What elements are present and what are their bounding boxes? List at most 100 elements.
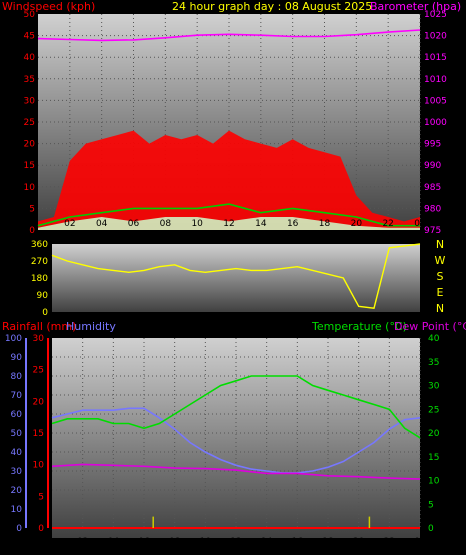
humidity-tick-label: 60 xyxy=(11,410,23,420)
rainfall-tick-label: 10 xyxy=(33,461,45,471)
barometer-tick-label: 1000 xyxy=(424,118,447,128)
direction-tick-label: 90 xyxy=(37,291,49,301)
rainfall-tick-label: 5 xyxy=(38,492,44,502)
temperature-tick-label: 35 xyxy=(428,358,439,368)
barometer-tick-label: 995 xyxy=(424,140,441,150)
barometer-tick-label: 990 xyxy=(424,161,441,171)
temperature-label: Temperature (°C) xyxy=(311,320,407,333)
gust_line-series xyxy=(37,203,420,227)
wind-x-tick-label: 06 xyxy=(128,219,140,229)
humidity-tick-label: 70 xyxy=(11,391,23,401)
compass-label: N xyxy=(436,238,444,251)
rain-x-tick-label: 02 xyxy=(77,537,88,547)
direction-tick-label: 270 xyxy=(31,257,48,267)
windspeed-tick-label: 40 xyxy=(24,53,36,63)
humidity-tick-label: 50 xyxy=(11,429,23,439)
wind-x-tick-label: 00 xyxy=(414,219,426,229)
temperature-tick-label: 0 xyxy=(428,524,434,534)
windspeed-tick-label: 35 xyxy=(24,75,35,85)
humidity-tick-label: 30 xyxy=(11,467,23,477)
wind-x-tick-label: 04 xyxy=(96,219,108,229)
rainfall-label: Rainfall (mm) xyxy=(2,320,76,333)
barometer-tick-label: 980 xyxy=(424,204,441,214)
windspeed-tick-label: 20 xyxy=(24,140,36,150)
temperature-tick-label: 20 xyxy=(428,429,440,439)
barometer-tick-label: 985 xyxy=(424,183,441,193)
direction-tick-label: 180 xyxy=(31,274,48,284)
rain-x-tick-label: 00 xyxy=(414,537,426,547)
compass-label: S xyxy=(437,270,444,283)
wind-x-tick-label: 22 xyxy=(382,219,393,229)
rain-x-tick-label: 18 xyxy=(322,537,334,547)
compass-label: E xyxy=(437,286,444,299)
rain-x-tick-label: 04 xyxy=(108,537,120,547)
barometer-tick-label: 975 xyxy=(424,226,441,236)
temperature-tick-label: 25 xyxy=(428,405,439,415)
humidity-tick-label: 100 xyxy=(5,334,22,344)
humidity-series xyxy=(51,407,421,474)
barometer-series xyxy=(37,29,421,42)
barometer-tick-label: 1015 xyxy=(424,53,447,63)
dew-point-label: Dew Point (°C) xyxy=(394,320,466,333)
wind-x-tick-label: 08 xyxy=(160,219,172,229)
windspeed-tick-label: 25 xyxy=(24,118,35,128)
windspeed-tick-label: 30 xyxy=(24,96,36,106)
wind-x-tick-label: 20 xyxy=(351,219,363,229)
barometer-tick-label: 1005 xyxy=(424,96,447,106)
windspeed-tick-label: 10 xyxy=(24,183,36,193)
compass-label: N xyxy=(436,302,444,315)
rainfall-tick-label: 0 xyxy=(38,524,44,534)
dew_point-series xyxy=(51,463,421,480)
windspeed-series xyxy=(38,130,420,230)
humidity-tick-label: 80 xyxy=(11,372,23,382)
windspeed-tick-label: 50 xyxy=(24,10,36,20)
temperature-tick-label: 30 xyxy=(428,382,440,392)
compass-label: W xyxy=(435,254,446,267)
wind-x-tick-label: 12 xyxy=(223,219,234,229)
wind-x-tick-label: 16 xyxy=(287,219,299,229)
rain-x-tick-label: 06 xyxy=(138,537,150,547)
avg-wind-series xyxy=(38,217,420,230)
temperature-series xyxy=(51,375,421,439)
rain-x-tick-label: 14 xyxy=(261,537,273,547)
rain-x-tick-label: 12 xyxy=(230,537,241,547)
windspeed-tick-label: 0 xyxy=(29,226,35,236)
temperature-tick-label: 15 xyxy=(428,453,439,463)
wind-x-tick-label: 14 xyxy=(255,219,267,229)
direction-panel-background xyxy=(52,244,420,312)
rainfall-tick-label: 25 xyxy=(33,366,44,376)
rain-x-tick-label: 16 xyxy=(292,537,304,547)
windspeed-tick-label: 5 xyxy=(29,204,35,214)
rain-x-tick-label: 08 xyxy=(169,537,181,547)
wind-x-tick-label: 10 xyxy=(191,219,203,229)
windspeed-tick-label: 15 xyxy=(24,161,35,171)
chart-title: 24 hour graph day : 08 August 2025 xyxy=(172,0,372,13)
rain-x-tick-label: 20 xyxy=(353,537,365,547)
windspeed-axis-title: Windspeed (kph) xyxy=(2,0,95,13)
direction-tick-label: 360 xyxy=(31,240,48,250)
humidity-tick-label: 40 xyxy=(11,448,23,458)
temperature-tick-label: 10 xyxy=(428,477,440,487)
rainfall-tick-label: 15 xyxy=(33,429,44,439)
wind-direction-series xyxy=(51,243,421,309)
humidity-tick-label: 20 xyxy=(11,486,23,496)
direction-tick-label: 0 xyxy=(42,308,48,318)
barometer-tick-label: 1025 xyxy=(424,10,447,20)
rain-x-tick-label: 22 xyxy=(384,537,395,547)
barometer-tick-label: 1010 xyxy=(424,75,447,85)
windspeed-tick-label: 45 xyxy=(24,32,35,42)
temperature-tick-label: 40 xyxy=(428,334,440,344)
humidity-label: Humidity xyxy=(66,320,116,333)
humidity-tick-label: 90 xyxy=(11,353,23,363)
barometer-tick-label: 1020 xyxy=(424,32,447,42)
humidity-tick-label: 10 xyxy=(11,505,23,515)
rainfall-tick-label: 20 xyxy=(33,397,45,407)
wind-x-tick-label: 02 xyxy=(64,219,75,229)
barometer-axis-title: Barometer (hpa) xyxy=(370,0,461,13)
temperature-tick-label: 5 xyxy=(428,500,434,510)
wind-x-tick-label: 18 xyxy=(319,219,331,229)
rain-x-tick-label: 10 xyxy=(200,537,212,547)
humidity-tick-label: 0 xyxy=(16,524,22,534)
rainfall-tick-label: 30 xyxy=(33,334,45,344)
